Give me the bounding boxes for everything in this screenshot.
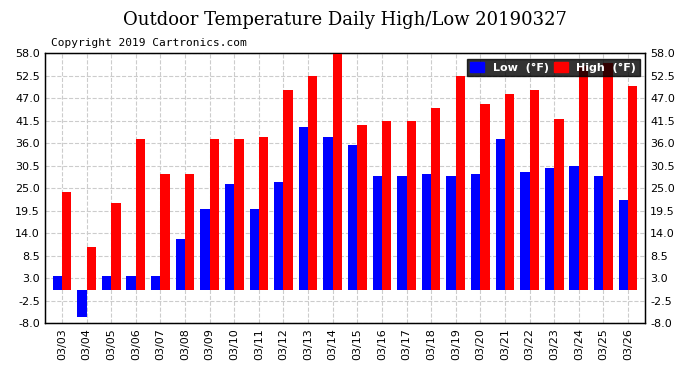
Bar	[604, 63, 613, 290]
Text: Copyright 2019 Cartronics.com: Copyright 2019 Cartronics.com	[51, 38, 246, 48]
Bar	[299, 127, 308, 290]
Bar	[324, 137, 333, 290]
Bar	[505, 94, 514, 290]
Bar	[176, 239, 185, 290]
Bar	[456, 76, 465, 290]
Bar	[185, 174, 195, 290]
Bar	[126, 276, 136, 290]
Bar	[554, 119, 564, 290]
Bar	[151, 276, 160, 290]
Bar	[111, 202, 121, 290]
Bar	[446, 176, 456, 290]
Bar	[431, 108, 440, 290]
Text: Outdoor Temperature Daily High/Low 20190327: Outdoor Temperature Daily High/Low 20190…	[123, 11, 567, 29]
Bar	[348, 145, 357, 290]
Bar	[406, 121, 416, 290]
Bar	[579, 66, 588, 290]
Bar	[234, 139, 244, 290]
Bar	[86, 248, 96, 290]
Bar	[619, 201, 628, 290]
Bar	[422, 174, 431, 290]
Bar	[284, 90, 293, 290]
Bar	[628, 86, 638, 290]
Bar	[594, 176, 604, 290]
Bar	[62, 192, 71, 290]
Bar	[520, 172, 530, 290]
Bar	[136, 139, 145, 290]
Bar	[480, 104, 490, 290]
Bar	[545, 168, 554, 290]
Bar	[250, 209, 259, 290]
Bar	[357, 125, 366, 290]
Bar	[373, 176, 382, 290]
Bar	[200, 209, 210, 290]
Legend: Low  (°F), High  (°F): Low (°F), High (°F)	[467, 59, 640, 76]
Bar	[471, 174, 480, 290]
Bar	[52, 276, 62, 290]
Bar	[333, 53, 342, 290]
Bar	[530, 90, 539, 290]
Bar	[569, 166, 579, 290]
Bar	[225, 184, 234, 290]
Bar	[77, 290, 86, 317]
Bar	[397, 176, 406, 290]
Bar	[274, 182, 284, 290]
Bar	[102, 276, 111, 290]
Bar	[210, 139, 219, 290]
Bar	[160, 174, 170, 290]
Bar	[382, 121, 391, 290]
Bar	[495, 139, 505, 290]
Bar	[259, 137, 268, 290]
Bar	[308, 76, 317, 290]
